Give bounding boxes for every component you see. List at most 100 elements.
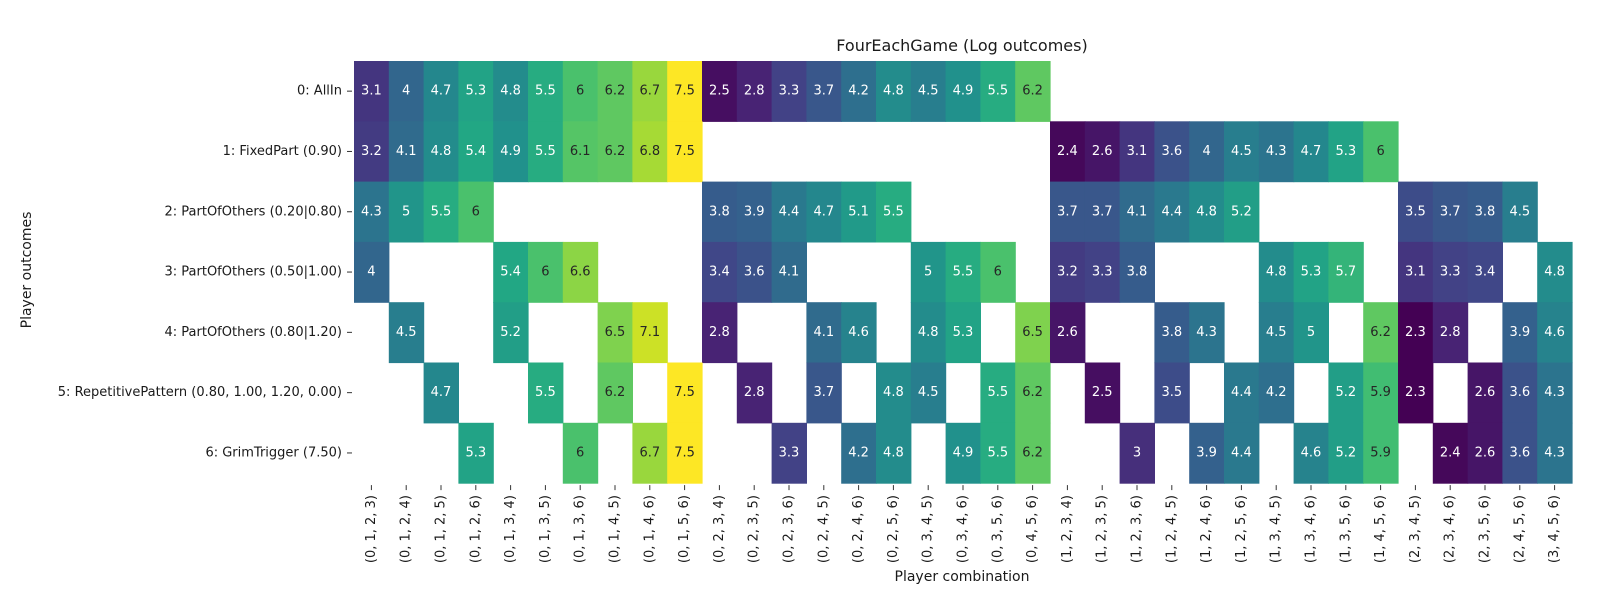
cell-value-label: 4.8 <box>1544 265 1565 280</box>
cell-value-label: 3.6 <box>1161 144 1182 159</box>
heatmap-cell <box>354 121 390 183</box>
heatmap-cell <box>1154 362 1190 424</box>
column-label: (0, 1, 2, 6) <box>468 495 483 563</box>
column-label: (0, 1, 3, 6) <box>573 495 588 563</box>
cell-value-label: 4.8 <box>883 385 904 400</box>
heatmap-cell <box>1467 422 1503 484</box>
heatmap-cell <box>1398 362 1434 424</box>
column-label: (0, 1, 4, 5) <box>608 495 623 563</box>
heatmap-cell <box>1467 241 1503 303</box>
heatmap-cell <box>423 61 459 122</box>
heatmap-cell <box>1224 422 1260 484</box>
heatmap-cell <box>562 121 599 183</box>
heatmap-cell <box>632 61 668 122</box>
row-label: 1: FixedPart (0.90) <box>223 144 342 159</box>
cell-value-label: 3.8 <box>1475 204 1496 219</box>
heatmap-cell <box>354 181 390 243</box>
column-label: (1, 2, 5, 6) <box>1234 495 1249 563</box>
heatmap-cell <box>1224 181 1260 243</box>
heatmap-cell <box>1537 362 1573 424</box>
heatmap-cell <box>980 362 1016 424</box>
heatmap-cell <box>458 181 494 243</box>
cell-value-label: 7.5 <box>674 84 695 99</box>
cell-value-label: 5.5 <box>535 84 556 99</box>
heatmap-cell <box>1050 121 1086 183</box>
heatmap-cell <box>1537 422 1573 484</box>
heatmap-cell <box>354 241 390 303</box>
heatmap-cell <box>841 422 877 484</box>
cell-value-label: 4.7 <box>813 204 834 219</box>
heatmap-cell <box>493 61 529 122</box>
heatmap-cell <box>632 422 668 484</box>
column-label: (1, 2, 4, 6) <box>1199 495 1214 563</box>
cell-value-label: 5 <box>402 204 410 219</box>
cell-value-label: 3.8 <box>1127 265 1148 280</box>
heatmap-cells <box>354 61 1573 484</box>
column-label: (1, 2, 3, 6) <box>1130 495 1145 563</box>
heatmap-cell <box>876 181 912 243</box>
heatmap-cell <box>1154 121 1190 183</box>
row-label: 2: PartOfOthers (0.20|0.80) <box>165 204 343 219</box>
cell-value-label: 3.3 <box>1092 265 1113 280</box>
heatmap-cell <box>667 121 703 183</box>
cell-value-label: 2.6 <box>1092 144 1113 159</box>
heatmap-cell <box>1328 422 1364 484</box>
heatmap-cell <box>1189 422 1225 484</box>
chart-title: FourEachGame (Log outcomes) <box>836 36 1087 55</box>
heatmap-cell <box>1432 422 1469 484</box>
heatmap-cell <box>1119 121 1155 183</box>
column-label: (1, 2, 4, 5) <box>1164 495 1179 563</box>
cell-value-label: 6.2 <box>1022 84 1043 99</box>
heatmap-cell <box>528 121 564 183</box>
cell-value-label: 6.2 <box>1022 445 1043 460</box>
heatmap-cell <box>458 121 494 183</box>
cell-value-label: 4.8 <box>883 84 904 99</box>
column-label: (1, 4, 5, 6) <box>1373 495 1388 563</box>
cell-value-label: 4.1 <box>1127 204 1148 219</box>
heatmap-cell <box>1258 121 1295 183</box>
cell-value-label: 4 <box>1202 144 1210 159</box>
cell-value-label: 7.1 <box>639 325 660 340</box>
heatmap-cell <box>702 241 738 303</box>
cell-value-label: 4.8 <box>1196 204 1217 219</box>
heatmap-cell <box>1398 241 1434 303</box>
cell-value-label: 3.7 <box>813 385 834 400</box>
cell-value-label: 4.1 <box>813 325 834 340</box>
heatmap-cell <box>841 61 877 122</box>
heatmap-cell <box>1502 422 1538 484</box>
cell-value-label: 6.2 <box>605 84 626 99</box>
cell-value-label: 4.8 <box>883 445 904 460</box>
cell-value-label: 3.9 <box>744 204 765 219</box>
heatmap-cell <box>1537 241 1573 303</box>
cell-value-label: 5.9 <box>1370 385 1391 400</box>
heatmap-cell <box>910 302 947 364</box>
heatmap-cell <box>771 241 807 303</box>
column-label: (0, 2, 4, 5) <box>816 495 831 563</box>
cell-value-labels: 3.1 4 4.7 5.3 4.8 5.5 6 6.2 6.7 7.5 2.5 2.8 3.3 3.7 4.… <box>361 84 1565 461</box>
heatmap-cell <box>1432 302 1469 364</box>
cell-value-label: 2.8 <box>1440 325 1461 340</box>
cell-value-label: 3.9 <box>1196 445 1217 460</box>
heatmap-cell <box>1224 362 1260 424</box>
column-label: (0, 1, 2, 4) <box>399 495 414 563</box>
cell-value-label: 3.6 <box>1509 445 1530 460</box>
column-label: (0, 3, 5, 6) <box>990 495 1005 563</box>
heatmap-cell <box>632 121 668 183</box>
cell-value-label: 2.4 <box>1057 144 1078 159</box>
heatmap-cell <box>1154 302 1190 364</box>
heatmap-cell <box>1015 362 1051 424</box>
heatmap-cell <box>1224 121 1260 183</box>
cell-value-label: 4.5 <box>1266 325 1287 340</box>
heatmap-cell <box>493 302 529 364</box>
cell-value-label: 3.2 <box>1057 265 1078 280</box>
cell-value-label: 2.3 <box>1405 325 1426 340</box>
heatmap-cell <box>702 302 738 364</box>
cell-value-label: 2.8 <box>709 325 730 340</box>
cell-value-label: 5.2 <box>500 325 521 340</box>
cell-value-label: 4.8 <box>1266 265 1287 280</box>
cell-value-label: 5.5 <box>535 385 556 400</box>
cell-value-label: 5.5 <box>883 204 904 219</box>
cell-value-label: 3.9 <box>1509 325 1530 340</box>
column-label: (0, 2, 4, 6) <box>851 495 866 563</box>
column-label: (2, 3, 5, 6) <box>1478 495 1493 563</box>
